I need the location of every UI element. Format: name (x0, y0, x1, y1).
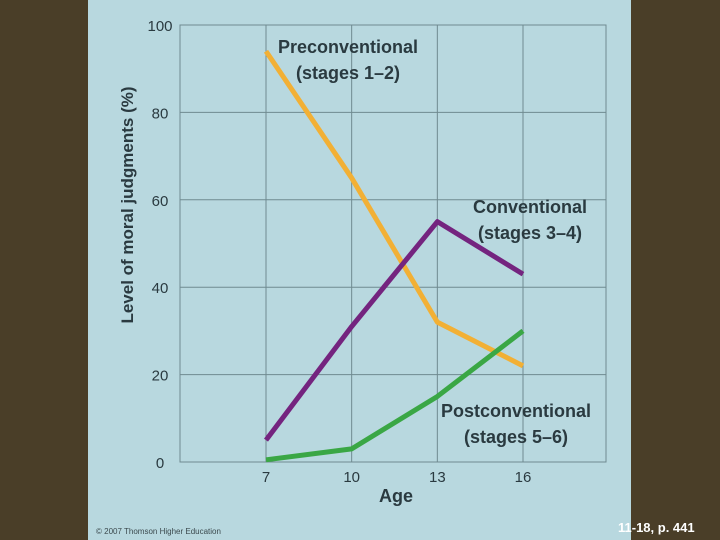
y-tick-label: 40 (152, 280, 169, 297)
y-tick-label: 60 (152, 193, 169, 210)
figure-reference: 11-18, p. 441 (618, 520, 695, 535)
y-tick-label: 80 (152, 105, 169, 122)
series-label: Postconventional (441, 401, 591, 421)
copyright-caption: © 2007 Thomson Higher Education (96, 527, 221, 536)
series-line (263, 49, 525, 369)
x-tick-label: 16 (515, 469, 532, 486)
x-tick-label: 13 (429, 469, 446, 486)
series-label: Conventional (473, 197, 587, 217)
y-tick-label: 100 (147, 18, 172, 35)
series-label: Preconventional (278, 37, 418, 57)
x-axis-label: Age (379, 486, 413, 506)
y-axis-label: Level of moral judgments (%) (118, 86, 137, 323)
series-line (264, 219, 525, 442)
y-tick-label: 0 (156, 455, 164, 472)
series-label: (stages 1–2) (296, 63, 400, 83)
x-tick-label: 10 (343, 469, 360, 486)
series-label: (stages 3–4) (478, 223, 582, 243)
y-tick-label: 20 (152, 368, 169, 385)
x-tick-label: 7 (262, 469, 270, 486)
series-line (265, 328, 525, 463)
series-label: (stages 5–6) (464, 427, 568, 447)
